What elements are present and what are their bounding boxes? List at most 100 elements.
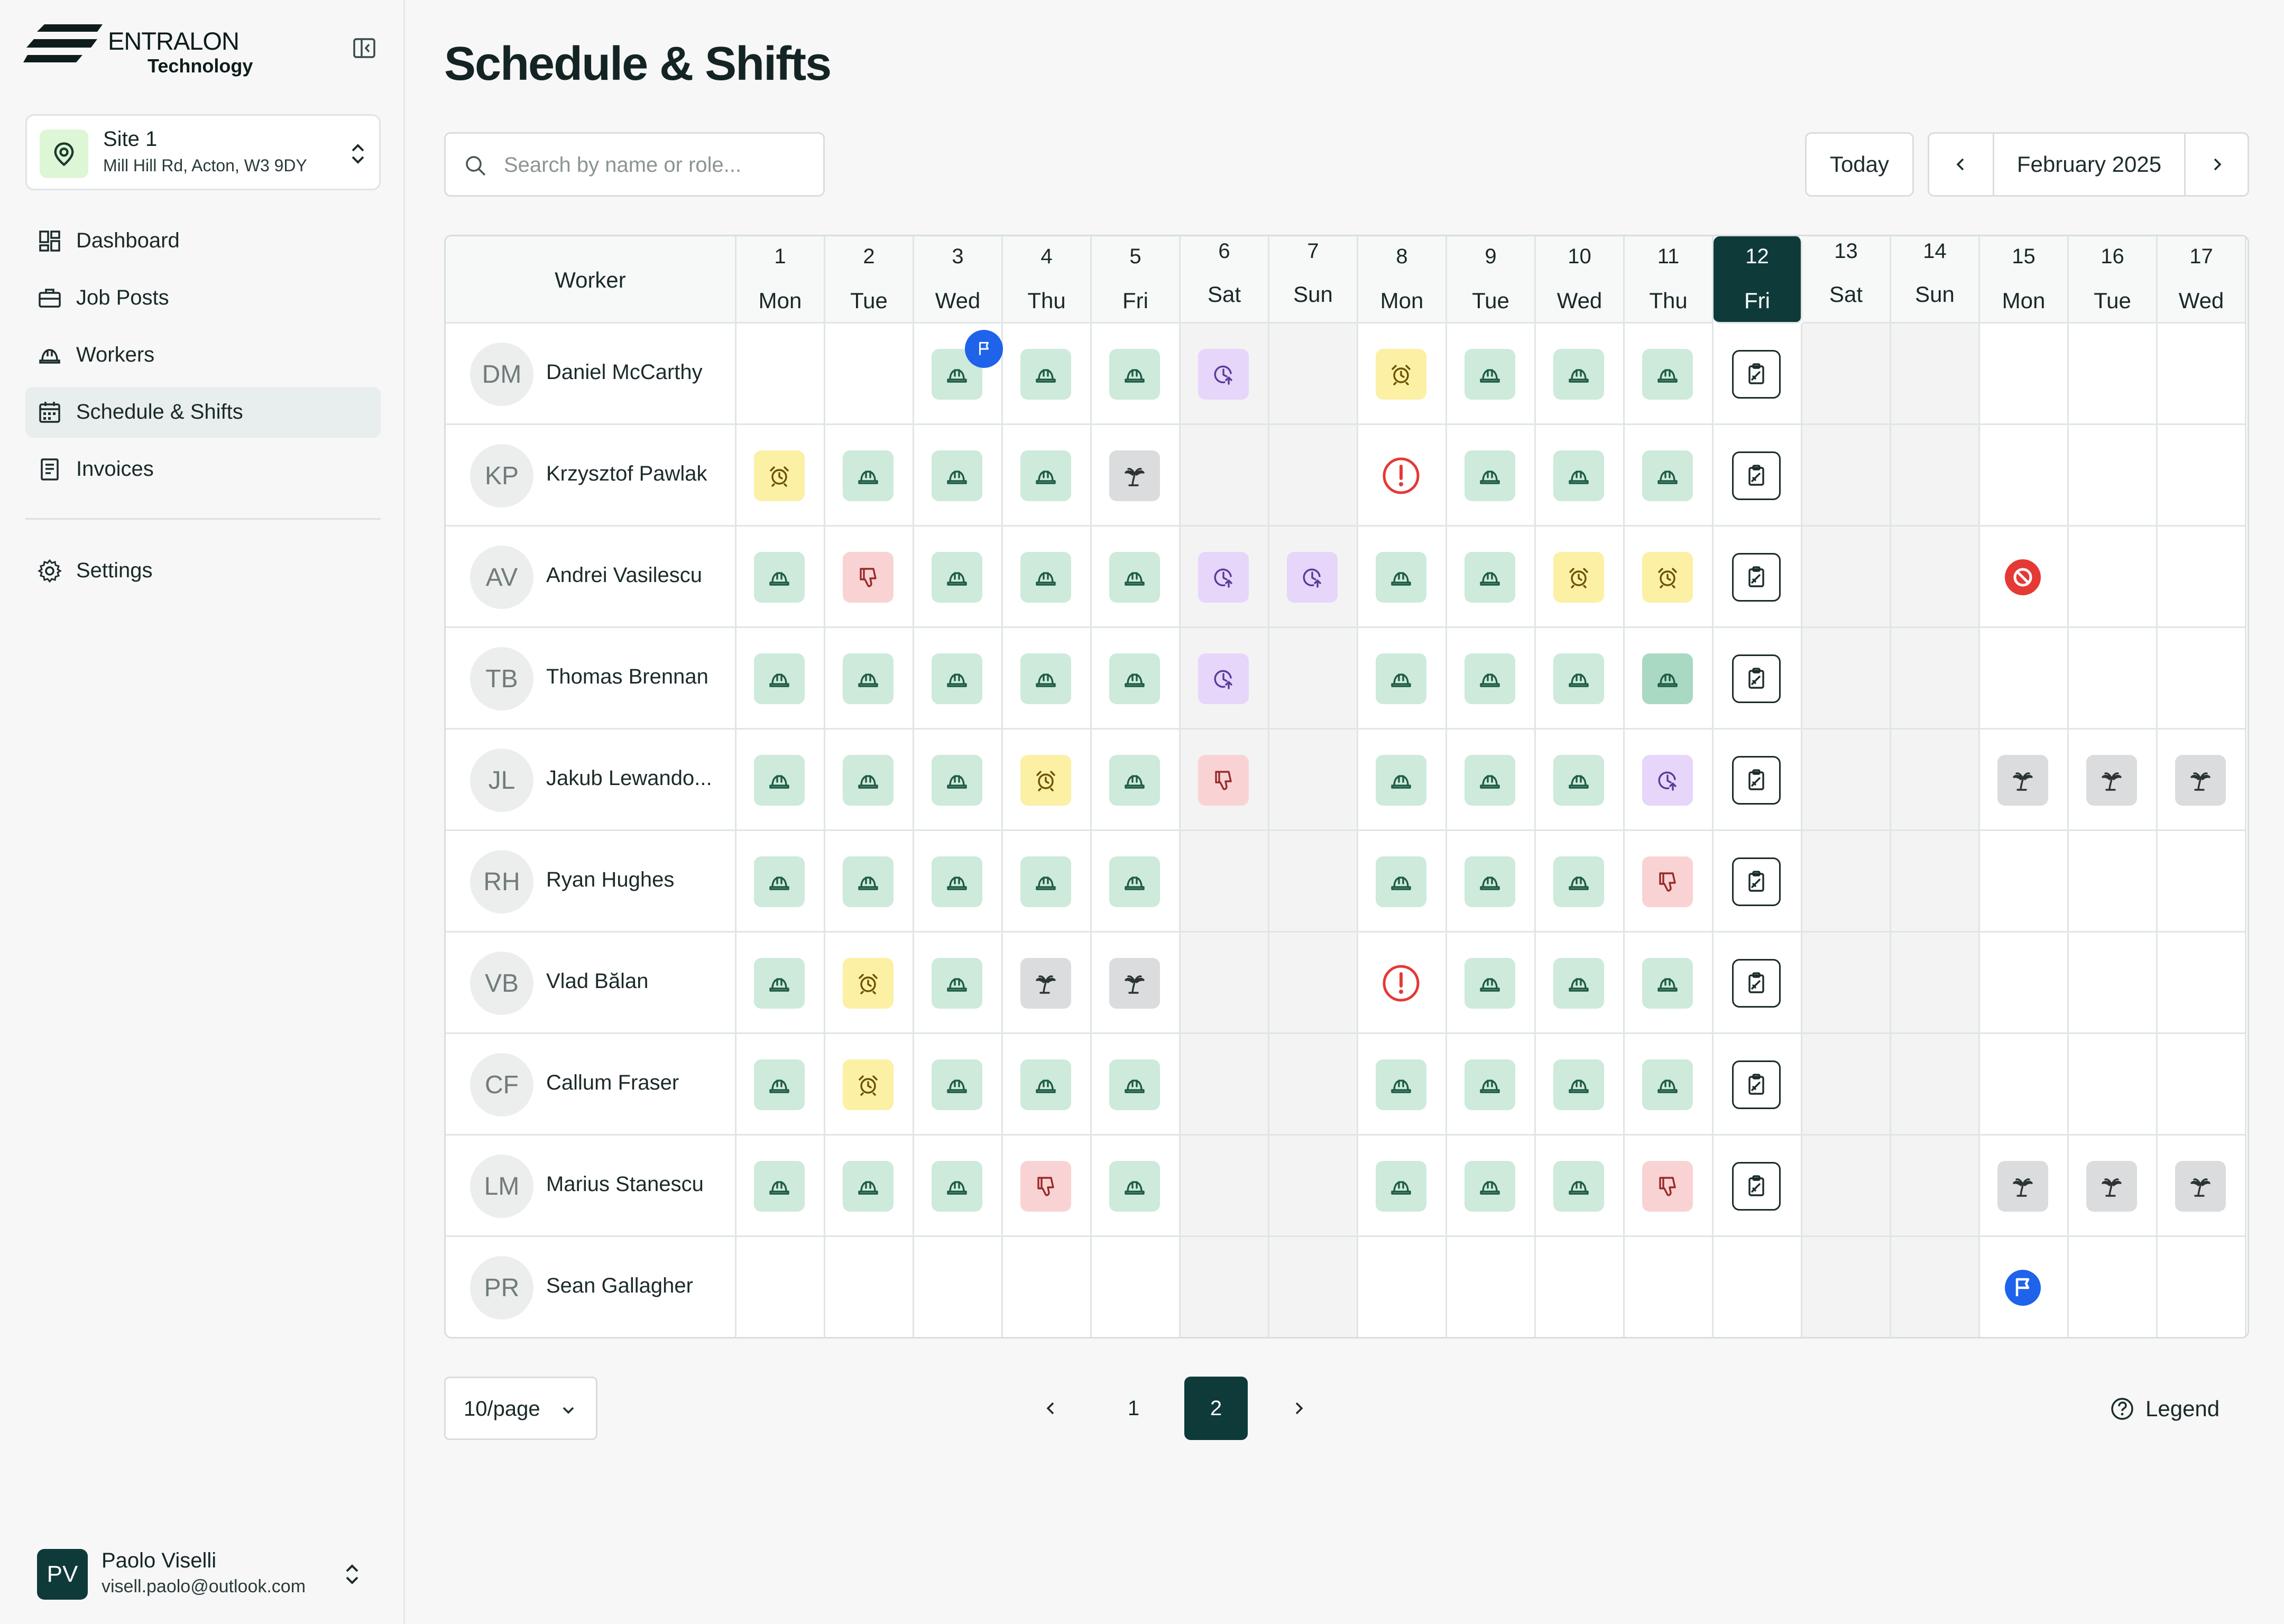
worker-row-header[interactable]: TB Thomas Brennan [446, 628, 736, 730]
shift-cell[interactable] [1003, 1034, 1092, 1136]
shift-cell[interactable] [2158, 527, 2246, 628]
hardhat-icon[interactable] [1376, 1161, 1426, 1212]
shift-cell[interactable] [2069, 527, 2158, 628]
alarm-clock-icon[interactable] [1020, 755, 1071, 806]
shift-cell[interactable] [1358, 730, 1447, 831]
hardhat-icon[interactable] [1376, 653, 1426, 704]
hardhat-icon[interactable] [1376, 1059, 1426, 1110]
shift-cell[interactable] [1802, 933, 1891, 1034]
palm-tree-icon[interactable] [2086, 1161, 2137, 1212]
worker-row-header[interactable]: JL Jakub Lewando... [446, 730, 736, 831]
palm-tree-icon[interactable] [1109, 958, 1160, 1009]
sidebar-item-settings[interactable]: Settings [25, 546, 381, 596]
shift-cell[interactable] [1891, 425, 1980, 527]
shift-cell[interactable] [1625, 1136, 1714, 1237]
user-menu[interactable]: PV Paolo Viselli visell.paolo@outlook.co… [25, 1533, 385, 1607]
shift-cell[interactable] [1447, 933, 1536, 1034]
shift-cell[interactable] [1269, 628, 1358, 730]
shift-cell[interactable] [1802, 527, 1891, 628]
shift-cell[interactable] [1802, 324, 1891, 425]
shift-cell[interactable] [2069, 933, 2158, 1034]
clipboard-icon[interactable] [1732, 350, 1781, 399]
shift-cell[interactable] [1536, 1237, 1625, 1337]
shift-cell[interactable] [1891, 933, 1980, 1034]
shift-cell[interactable] [2158, 831, 2246, 933]
hardhat-icon[interactable] [1109, 653, 1160, 704]
shift-cell[interactable] [1358, 1237, 1447, 1337]
shift-cell[interactable] [1802, 1237, 1891, 1337]
hardhat-icon[interactable] [1553, 349, 1604, 400]
shift-cell[interactable] [1181, 628, 1269, 730]
shift-cell[interactable] [2158, 730, 2246, 831]
shift-cell[interactable] [825, 1034, 914, 1136]
pagination-next-button[interactable] [1267, 1377, 1330, 1440]
shift-cell[interactable] [1536, 1136, 1625, 1237]
hardhat-icon[interactable] [932, 552, 982, 603]
shift-cell[interactable] [1092, 933, 1181, 1034]
shift-cell[interactable] [914, 527, 1003, 628]
clipboard-icon[interactable] [1732, 553, 1781, 602]
hardhat-icon[interactable] [1465, 1161, 1515, 1212]
shift-cell[interactable] [1714, 831, 1802, 933]
hardhat-icon[interactable] [1553, 653, 1604, 704]
hardhat-icon[interactable] [754, 1059, 805, 1110]
shift-cell[interactable] [1625, 324, 1714, 425]
shift-cell[interactable] [825, 730, 914, 831]
shift-cell[interactable] [1891, 324, 1980, 425]
shift-cell[interactable] [1092, 831, 1181, 933]
flag-icon[interactable] [965, 330, 1003, 368]
shift-cell[interactable] [1980, 425, 2069, 527]
shift-cell[interactable] [1891, 527, 1980, 628]
shift-cell[interactable] [1625, 527, 1714, 628]
shift-cell[interactable] [1358, 324, 1447, 425]
hardhat-icon[interactable] [1465, 856, 1515, 907]
hardhat-icon[interactable] [1465, 349, 1515, 400]
shift-cell[interactable] [1181, 1136, 1269, 1237]
shift-cell[interactable] [1358, 527, 1447, 628]
shift-cell[interactable] [1269, 425, 1358, 527]
shift-cell[interactable] [2158, 1237, 2246, 1337]
shift-cell[interactable] [1269, 527, 1358, 628]
hardhat-icon[interactable] [1642, 653, 1693, 704]
thumbs-down-icon[interactable] [1642, 856, 1693, 907]
shift-cell[interactable] [1181, 425, 1269, 527]
shift-cell[interactable] [825, 1237, 914, 1337]
shift-cell[interactable] [1802, 628, 1891, 730]
shift-cell[interactable] [1358, 628, 1447, 730]
hardhat-icon[interactable] [843, 755, 894, 806]
shift-cell[interactable] [1447, 730, 1536, 831]
next-month-button[interactable] [2184, 132, 2249, 197]
shift-cell[interactable] [1358, 1034, 1447, 1136]
clock-overtime-icon[interactable] [1287, 552, 1338, 603]
hardhat-icon[interactable] [1109, 755, 1160, 806]
sidebar-item-job-posts[interactable]: Job Posts [25, 273, 381, 324]
thumbs-down-icon[interactable] [1020, 1161, 1071, 1212]
shift-cell[interactable] [2069, 1237, 2158, 1337]
alarm-clock-icon[interactable] [843, 1059, 894, 1110]
shift-cell[interactable] [1092, 1237, 1181, 1337]
hardhat-icon[interactable] [1553, 958, 1604, 1009]
hardhat-icon[interactable] [843, 653, 894, 704]
hardhat-icon[interactable] [932, 450, 982, 501]
shift-cell[interactable] [1181, 324, 1269, 425]
shift-cell[interactable] [736, 628, 825, 730]
hardhat-icon[interactable] [1109, 349, 1160, 400]
alarm-clock-icon[interactable] [843, 958, 894, 1009]
shift-cell[interactable] [825, 1136, 914, 1237]
alert-circle-icon[interactable] [1376, 958, 1426, 1009]
hardhat-icon[interactable] [1642, 349, 1693, 400]
shift-cell[interactable] [1181, 831, 1269, 933]
shift-cell[interactable] [1980, 628, 2069, 730]
shift-cell[interactable] [2158, 324, 2246, 425]
hardhat-icon[interactable] [1109, 1161, 1160, 1212]
clipboard-icon[interactable] [1732, 1060, 1781, 1109]
hardhat-icon[interactable] [754, 755, 805, 806]
shift-cell[interactable] [1003, 1237, 1092, 1337]
worker-row-header[interactable]: KP Krzysztof Pawlak [446, 425, 736, 527]
hardhat-icon[interactable] [1553, 1059, 1604, 1110]
shift-cell[interactable] [1980, 1136, 2069, 1237]
shift-cell[interactable] [914, 1136, 1003, 1237]
shift-cell[interactable] [1980, 1237, 2069, 1337]
hardhat-icon[interactable] [754, 958, 805, 1009]
shift-cell[interactable] [1536, 933, 1625, 1034]
